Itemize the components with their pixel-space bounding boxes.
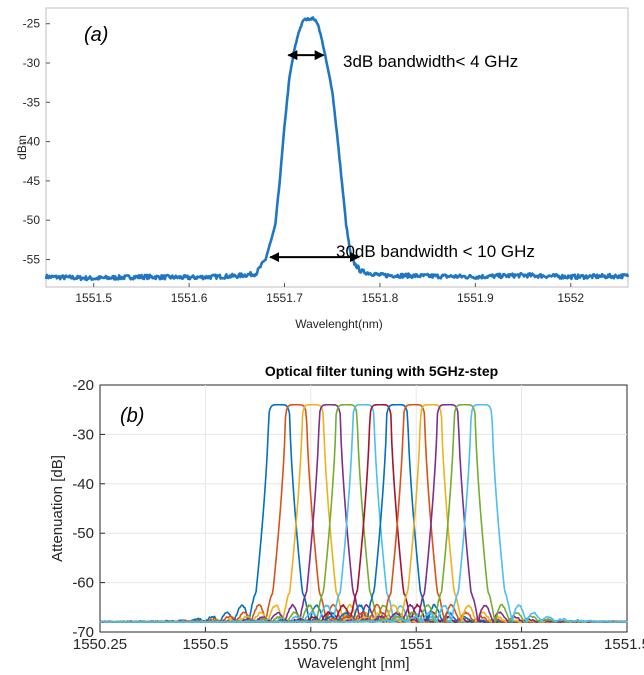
panel-b-filter-curve <box>100 403 628 623</box>
panel-a-x-tick-label: 1551.5 <box>75 291 112 305</box>
panel-b-filter-curve <box>99 403 628 623</box>
panel-b-title: Optical filter tuning with 5GHz-step <box>265 363 498 379</box>
panel-a-x-tick-label: 1551.7 <box>266 291 303 305</box>
panel-b-plot-frame <box>99 384 628 633</box>
panel-b-y-tick-label: -60 <box>72 575 94 592</box>
panel-a-y-tick-label: -50 <box>23 213 41 227</box>
panel-a: 1551.5 1551.6 1551.7 1551.8 1551.9 1552 -25 -3… <box>15 7 630 331</box>
panel-b-x-tick-label: 1551 <box>400 636 433 653</box>
panel-b-filter-curve <box>99 403 628 623</box>
panel-b: Optical filter tuning with 5GHz-step 155… <box>49 363 644 672</box>
panel-b-y-tick-label: -20 <box>72 377 94 394</box>
panel-b-filter-curve <box>100 403 628 623</box>
panel-b-filter-curve <box>99 403 628 623</box>
panel-b-y-axis-label: Attenuation [dB] <box>49 455 66 562</box>
panel-a-y-tick-label: -55 <box>23 252 41 266</box>
panel-a-annotation-text: 3dB bandwidth< 4 GHz <box>343 52 518 71</box>
panel-b-y-tick-label: -70 <box>72 624 94 641</box>
panel-b-x-tick-label: 1550.75 <box>284 636 338 653</box>
panel-b-y-tick-label: -50 <box>72 525 94 542</box>
panel-a-y-tick-label: -40 <box>23 135 41 149</box>
panel-b-x-tick-label: 1550.5 <box>182 636 228 653</box>
panel-a-x-tick-label: 1551.9 <box>457 291 494 305</box>
panel-b-x-tick-label: 1551.5 <box>604 636 644 653</box>
panel-b-y-tick-label: -40 <box>72 476 94 493</box>
panel-b-filter-curve <box>100 403 628 623</box>
panel-b-x-tick-label: 1550.25 <box>73 636 127 653</box>
panel-a-y-tick-label: -25 <box>23 17 41 31</box>
panel-b-y-tick-label: -30 <box>72 426 94 443</box>
panel-a-x-axis-label: Wavelenght(nm) <box>295 317 383 331</box>
panel-a-label: (a) <box>84 24 108 46</box>
panel-b-x-tick-label: 1551.25 <box>494 636 548 653</box>
panel-b-x-axis-label: Wavelenght [nm] <box>298 655 410 672</box>
panel-a-x-tick-label: 1552 <box>557 291 584 305</box>
panel-b-filter-curve <box>100 403 627 623</box>
panel-a-y-tick-label: -30 <box>23 56 41 70</box>
panel-a-spectrum-line <box>44 16 630 282</box>
panel-b-filter-curve <box>99 403 627 623</box>
panel-b-filter-curve <box>100 403 628 623</box>
panel-a-x-tick-label: 1551.6 <box>171 291 208 305</box>
panel-a-y-tick-label: -35 <box>23 95 41 109</box>
panel-a-annotation-text: 30dB bandwidth < 10 GHz <box>336 242 535 261</box>
panel-b-filter-curve <box>99 403 628 623</box>
panel-b-filter-curve <box>99 403 627 623</box>
panel-b-filter-curve <box>100 403 628 623</box>
panel-a-y-tick-label: -45 <box>23 174 41 188</box>
panel-a-y-axis-label: dBm <box>15 135 29 160</box>
panel-a-plot-frame <box>45 7 629 288</box>
panel-b-filter-curve <box>100 403 628 623</box>
panel-b-label: (b) <box>120 405 144 427</box>
panel-a-x-tick-label: 1551.8 <box>362 291 399 305</box>
